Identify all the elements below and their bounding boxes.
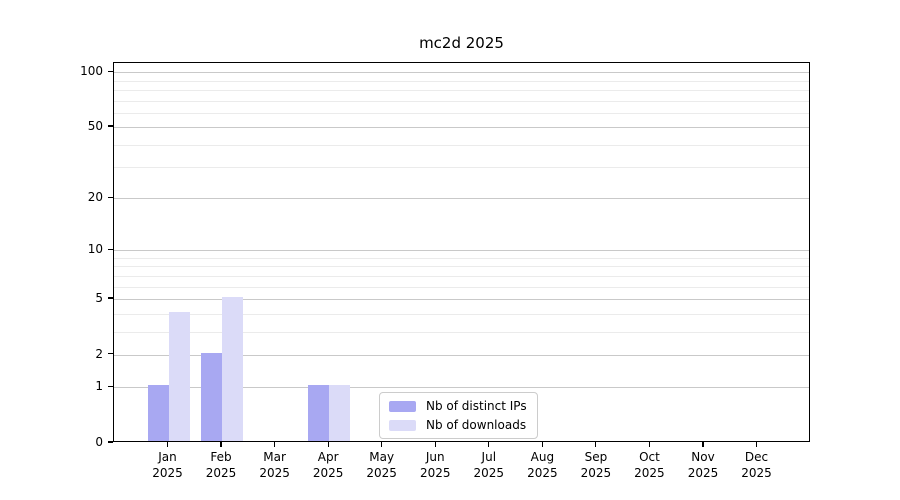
distinct-ips-swatch-icon [389, 400, 416, 412]
y-tick-label: 50 [87, 119, 103, 134]
downloads-swatch-icon [389, 419, 416, 431]
x-tick-mark [488, 442, 490, 447]
chart-title: mc2d 2025 [419, 34, 504, 52]
x-tick-label: Feb 2025 [205, 450, 237, 480]
bar-downloads [168, 311, 190, 441]
y-tick-mark [108, 385, 113, 387]
legend-entry-distinct-ips: Nb of distinct IPs [389, 399, 527, 413]
y-tick-mark [108, 125, 113, 127]
x-tick-mark [274, 442, 276, 447]
legend-entry-downloads: Nb of downloads [389, 418, 527, 432]
x-tick-mark [648, 442, 651, 447]
y-gridline-minor [114, 167, 809, 169]
x-tick-mark [166, 442, 169, 447]
x-tick-mark [381, 442, 383, 447]
legend: Nb of distinct IPs Nb of downloads [379, 392, 538, 439]
y-gridline-minor [114, 89, 809, 91]
x-tick-label: Mar 2025 [259, 450, 290, 480]
y-gridline-minor [114, 286, 809, 288]
x-tick-label: Nov 2025 [687, 450, 719, 480]
y-tick-label: 2 [95, 346, 103, 361]
x-tick-label: Jun 2025 [419, 450, 451, 480]
y-gridline-minor [114, 112, 809, 114]
y-gridline-minor [114, 313, 809, 315]
bar-downloads [329, 385, 351, 441]
y-tick-label: 100 [80, 64, 103, 79]
bar-distinct-ips [308, 385, 330, 441]
y-gridline-major [114, 250, 809, 252]
y-tick-mark [108, 70, 113, 72]
y-gridline-major [114, 127, 809, 129]
y-tick-mark [108, 441, 113, 443]
y-tick-mark [108, 248, 113, 250]
y-gridline-minor [114, 258, 809, 259]
y-gridline-major [114, 387, 809, 389]
y-gridline-minor [114, 144, 809, 146]
x-tick-mark [434, 442, 436, 447]
x-tick-label: Oct 2025 [634, 450, 665, 480]
x-tick-mark [755, 442, 758, 447]
x-tick-label: Sep 2025 [580, 450, 612, 480]
y-gridline-major [114, 354, 809, 356]
legend-label-downloads: Nb of downloads [426, 418, 527, 432]
x-tick-label: May 2025 [366, 450, 397, 480]
bar-distinct-ips [201, 352, 223, 441]
x-tick-label: Jan 2025 [152, 450, 183, 480]
y-tick-mark [108, 196, 113, 198]
y-gridline-major [114, 299, 809, 301]
x-tick-mark [595, 442, 597, 447]
y-gridline-minor [114, 266, 809, 268]
y-tick-label: 1 [95, 379, 103, 394]
y-gridline-minor [114, 275, 809, 277]
y-tick-label: 10 [87, 242, 103, 257]
bar-downloads [222, 297, 244, 441]
y-gridline-minor [114, 331, 809, 333]
y-gridline-major [114, 72, 809, 74]
plot-area: Nb of distinct IPs Nb of downloads [113, 62, 810, 442]
y-tick-mark [108, 297, 113, 299]
x-tick-mark [327, 442, 329, 447]
x-tick-label: Aug 2025 [527, 450, 558, 480]
y-tick-label: 0 [95, 435, 103, 449]
x-tick-label: Jul 2025 [473, 450, 505, 480]
y-tick-label: 20 [87, 190, 103, 205]
x-tick-mark [541, 442, 543, 447]
x-tick-label: Dec 2025 [741, 450, 772, 480]
y-gridline-minor [114, 100, 809, 102]
y-tick-label: 5 [95, 291, 103, 306]
x-tick-mark [220, 442, 222, 447]
x-tick-mark [702, 442, 704, 447]
y-tick-mark [108, 353, 113, 355]
bar-distinct-ips [147, 385, 169, 441]
legend-label-distinct-ips: Nb of distinct IPs [426, 399, 527, 413]
y-gridline-major [114, 198, 809, 200]
y-gridline-minor [114, 80, 809, 82]
x-tick-label: Apr 2025 [312, 450, 344, 480]
